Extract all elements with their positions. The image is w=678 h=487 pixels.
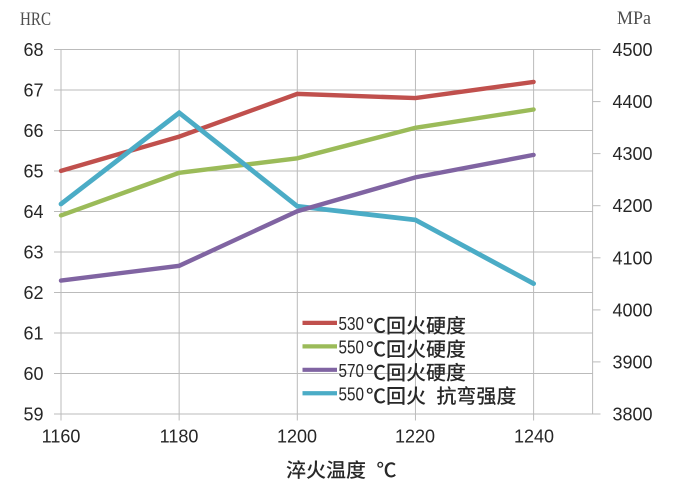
svg-text:570: 570	[339, 361, 365, 381]
svg-text:550: 550	[339, 338, 365, 358]
svg-text:4400: 4400	[613, 92, 653, 112]
svg-text:60: 60	[23, 364, 43, 384]
svg-text:HRC: HRC	[20, 9, 51, 30]
svg-text:59: 59	[23, 405, 43, 425]
svg-text:1200: 1200	[277, 427, 317, 447]
svg-text:MPa: MPa	[617, 8, 652, 29]
svg-text:3900: 3900	[613, 352, 653, 372]
svg-text:62: 62	[23, 283, 43, 303]
svg-text:4000: 4000	[613, 300, 653, 320]
svg-text:64: 64	[23, 202, 43, 222]
svg-text:65: 65	[23, 162, 43, 182]
svg-text:1180: 1180	[160, 427, 199, 447]
svg-text:550: 550	[339, 384, 365, 404]
svg-text:4500: 4500	[613, 40, 653, 60]
svg-text:1220: 1220	[395, 427, 435, 447]
svg-text:3800: 3800	[613, 405, 653, 425]
svg-text:4200: 4200	[613, 196, 653, 216]
svg-text:66: 66	[23, 121, 43, 141]
svg-text:530: 530	[339, 314, 365, 334]
svg-text:1160: 1160	[42, 427, 81, 447]
svg-text:67: 67	[23, 81, 43, 101]
svg-text:4100: 4100	[613, 248, 653, 268]
svg-text:63: 63	[23, 243, 43, 263]
svg-text:68: 68	[23, 40, 43, 60]
svg-text:4300: 4300	[613, 144, 653, 164]
svg-text:61: 61	[23, 324, 43, 344]
svg-text:1240: 1240	[514, 427, 554, 447]
